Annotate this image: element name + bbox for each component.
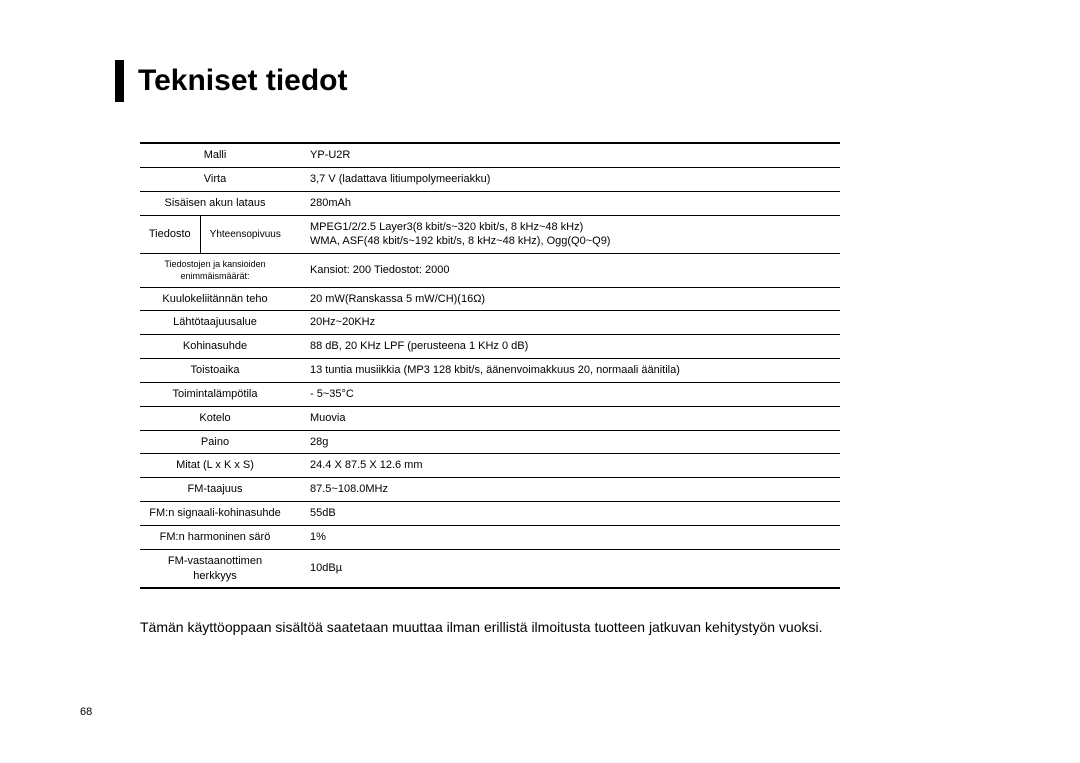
table-row: Tiedosto Yhteensopivuus MPEG1/2/2.5 Laye… [140,215,840,254]
row-value: YP-U2R [290,143,840,167]
row-value: 28g [290,430,840,454]
row-label: FM:n harmoninen särö [140,525,290,549]
table-row: FM:n signaali-kohinasuhde 55dB [140,502,840,526]
table-row: Kuulokeliitännän teho 20 mW(Ranskassa 5 … [140,287,840,311]
row-label: Tiedostojen ja kansioiden enimmäismäärät… [140,254,290,287]
table-row: Mitat (L x K x S) 24.4 X 87.5 X 12.6 mm [140,454,840,478]
row-value: 10dBµ [290,549,840,588]
page-title-wrap: Tekniset tiedot [115,60,980,102]
row-label: Sisäisen akun lataus [140,191,290,215]
row-label: Paino [140,430,290,454]
row-label: Malli [140,143,290,167]
row-label: Lähtötaajuusalue [140,311,290,335]
row-value: 55dB [290,502,840,526]
specifications-table: Malli YP-U2R Virta 3,7 V (ladattava liti… [140,142,840,589]
row-value: 24.4 X 87.5 X 12.6 mm [290,454,840,478]
table-row: Sisäisen akun lataus 280mAh [140,191,840,215]
table-row: FM-vastaanottimen herkkyys 10dBµ [140,549,840,588]
table-row: Lähtötaajuusalue 20Hz~20KHz [140,311,840,335]
row-value: 20Hz~20KHz [290,311,840,335]
row-value: 3,7 V (ladattava litiumpolymeeriakku) [290,167,840,191]
row-value: - 5~35°C [290,382,840,406]
row-value: 87.5~108.0MHz [290,478,840,502]
table-row: FM-taajuus 87.5~108.0MHz [140,478,840,502]
row-label-right: Yhteensopivuus [200,215,290,254]
table-row: Kotelo Muovia [140,406,840,430]
table-row: Paino 28g [140,430,840,454]
row-value: 1% [290,525,840,549]
table-body: Malli YP-U2R Virta 3,7 V (ladattava liti… [140,143,840,588]
table-row: Kohinasuhde 88 dB, 20 KHz LPF (perusteen… [140,335,840,359]
row-label: Mitat (L x K x S) [140,454,290,478]
table-row: Tiedostojen ja kansioiden enimmäismäärät… [140,254,840,287]
row-label: FM-taajuus [140,478,290,502]
document-page: Tekniset tiedot Malli YP-U2R Virta 3,7 V… [0,0,1080,763]
row-label: FM:n signaali-kohinasuhde [140,502,290,526]
row-value: Muovia [290,406,840,430]
page-number: 68 [80,706,92,718]
row-label-left: Tiedosto [140,215,200,254]
row-value: 13 tuntia musiikkia (MP3 128 kbit/s, ään… [290,359,840,383]
table-row: Malli YP-U2R [140,143,840,167]
table-row: Toistoaika 13 tuntia musiikkia (MP3 128 … [140,359,840,383]
table-row: Virta 3,7 V (ladattava litiumpolymeeriak… [140,167,840,191]
title-accent-bar [115,60,124,102]
footnote-text: Tämän käyttöoppaan sisältöä saatetaan mu… [140,617,980,638]
row-label: Kotelo [140,406,290,430]
row-label: FM-vastaanottimen herkkyys [140,549,290,588]
row-value: 20 mW(Ranskassa 5 mW/CH)(16Ω) [290,287,840,311]
page-title: Tekniset tiedot [138,60,347,102]
row-label: Kuulokeliitännän teho [140,287,290,311]
row-label: Virta [140,167,290,191]
row-value: MPEG1/2/2.5 Layer3(8 kbit/s~320 kbit/s, … [290,215,840,254]
table-row: FM:n harmoninen särö 1% [140,525,840,549]
table-row: Toimintalämpötila - 5~35°C [140,382,840,406]
row-value: 280mAh [290,191,840,215]
row-label: Toimintalämpötila [140,382,290,406]
row-label: Kohinasuhde [140,335,290,359]
row-value: Kansiot: 200 Tiedostot: 2000 [290,254,840,287]
row-value: 88 dB, 20 KHz LPF (perusteena 1 KHz 0 dB… [290,335,840,359]
row-label: Toistoaika [140,359,290,383]
